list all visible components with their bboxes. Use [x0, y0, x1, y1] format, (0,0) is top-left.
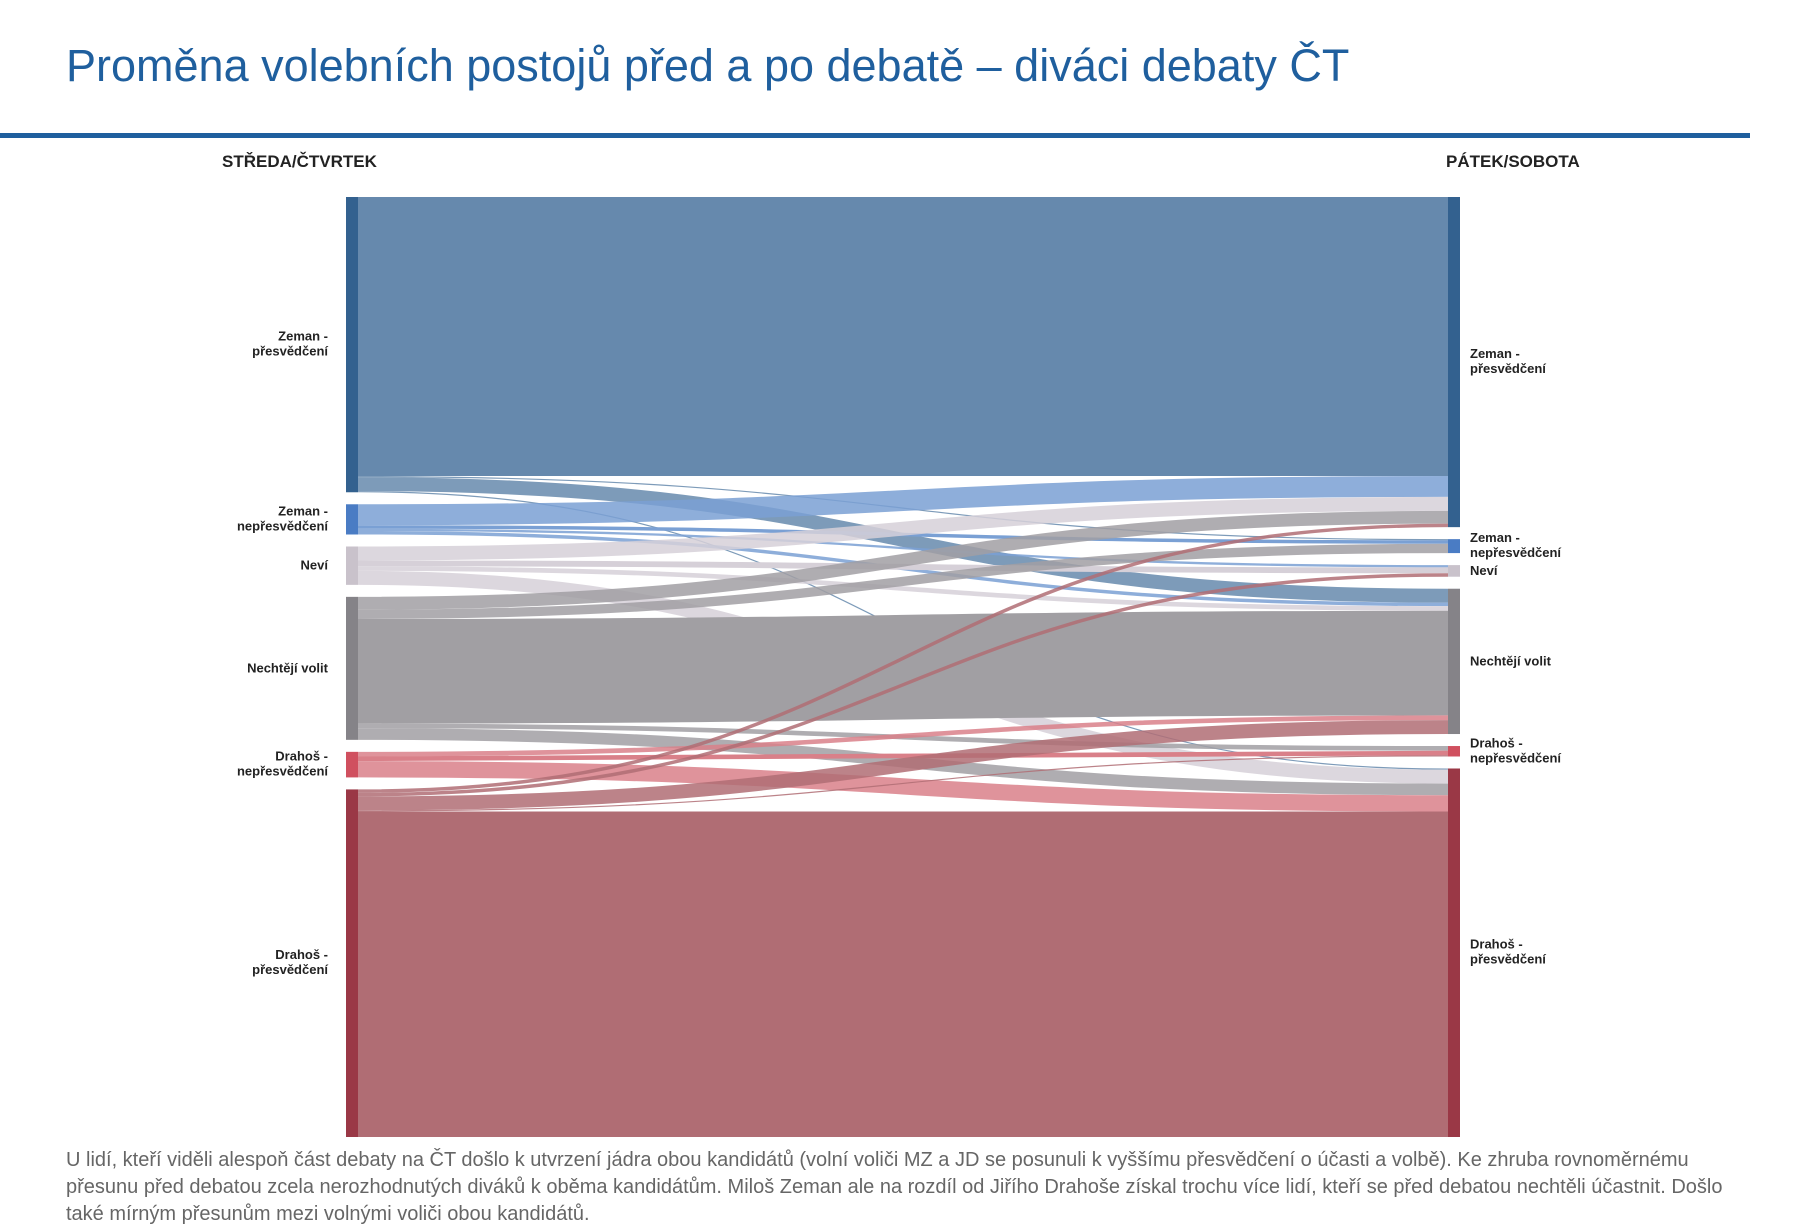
right-node-label-line: Drahoš -: [1470, 937, 1523, 952]
flow-nv-to-nc: [357, 566, 1449, 611]
left-node-label-line: nepřesvědčení: [237, 518, 328, 533]
right-node-nv: [1448, 565, 1460, 577]
left-node-label-line: Drahoš -: [275, 749, 328, 764]
flow-ds-to-nc: [357, 720, 1449, 811]
right-node-label-line: Drahoš -: [1470, 735, 1523, 750]
flow-dw-to-dw: [357, 750, 1449, 762]
left-node-label-line: přesvědčení: [252, 344, 328, 359]
left-node-label-dw: Drahoš -nepřesvědčení: [237, 749, 328, 779]
left-node-label-line: Drahoš -: [275, 947, 328, 962]
left-node-label-line: nepřesvědčení: [237, 764, 328, 779]
sankey-nodes: [346, 197, 1460, 1137]
flow-nv-to-zs: [357, 496, 1449, 561]
caption-text: U lidí, kteří viděli alespoň část debaty…: [66, 1149, 1723, 1225]
left-column-header: STŘEDA/ČTVRTEK: [222, 152, 378, 171]
right-node-ds: [1448, 768, 1460, 1137]
flow-ds-to-zs: [357, 523, 1449, 793]
right-node-label-nv: Neví: [1470, 563, 1498, 578]
right-node-label-line: Nechtějí volit: [1470, 653, 1552, 668]
left-node-label-line: přesvědčení: [252, 962, 328, 977]
flow-zw-to-nv: [357, 528, 1449, 568]
right-node-nc: [1448, 588, 1460, 735]
right-node-label-line: Neví: [1470, 563, 1498, 578]
left-node-label-zs: Zeman -přesvědčení: [252, 329, 328, 359]
right-node-label-line: přesvědčení: [1470, 361, 1546, 376]
left-node-label-zw: Zeman -nepřesvědčení: [237, 503, 328, 533]
slide-title: Proměna volebních postojů před a po deba…: [66, 40, 1350, 91]
left-node-zs: [346, 197, 358, 493]
right-node-zs: [1448, 197, 1460, 528]
flow-nc-to-nc: [357, 610, 1449, 724]
right-node-dw: [1448, 746, 1460, 757]
flow-nc-to-zw: [357, 543, 1449, 619]
right-node-label-ds: Drahoš -přesvědčení: [1470, 937, 1546, 967]
left-node-label-ds: Drahoš -přesvědčení: [252, 947, 328, 977]
right-column-header: PÁTEK/SOBOTA: [1446, 152, 1580, 171]
right-node-label-line: nepřesvědčení: [1470, 750, 1561, 765]
flow-nc-to-zs: [357, 510, 1449, 610]
right-node-label-line: Zeman -: [1470, 530, 1520, 545]
right-node-label-line: Zeman -: [1470, 346, 1520, 361]
left-node-nc: [346, 596, 358, 740]
left-node-label-line: Nechtějí volit: [247, 660, 329, 675]
right-node-label-zs: Zeman -přesvědčení: [1470, 346, 1546, 376]
right-node-label-line: přesvědčení: [1470, 952, 1546, 967]
left-node-label-nc: Nechtějí volit: [247, 660, 329, 675]
title-divider: [0, 133, 1750, 138]
sankey-labels: Zeman -přesvědčení Zeman -přesvědčeníZema…: [237, 329, 1561, 978]
flow-dw-to-nc: [357, 715, 1449, 757]
flow-nv-to-nv: [357, 560, 1449, 574]
left-node-label-line: Zeman -: [278, 329, 328, 344]
left-node-label-line: Zeman -: [278, 503, 328, 518]
right-node-label-zw: Zeman -nepřesvědčení: [1470, 530, 1561, 560]
flow-ds-to-dw: [357, 755, 1449, 812]
right-node-label-dw: Drahoš -nepřesvědčení: [1470, 735, 1561, 765]
left-node-zw: [346, 504, 358, 535]
left-node-ds: [346, 789, 358, 1137]
flow-dw-to-ds: [357, 761, 1449, 812]
left-node-dw: [346, 751, 358, 778]
right-node-zw: [1448, 539, 1460, 554]
right-node-label-nc: Nechtějí volit: [1470, 653, 1552, 668]
left-node-label-line: Neví: [301, 558, 329, 573]
sankey-links: [357, 196, 1449, 1137]
flow-zw-to-zs: [357, 475, 1449, 526]
left-node-nv: [346, 546, 358, 585]
right-node-label-line: nepřesvědčení: [1470, 545, 1561, 560]
flow-ds-to-nv: [357, 573, 1449, 797]
left-node-label-nv: Neví: [301, 558, 329, 573]
